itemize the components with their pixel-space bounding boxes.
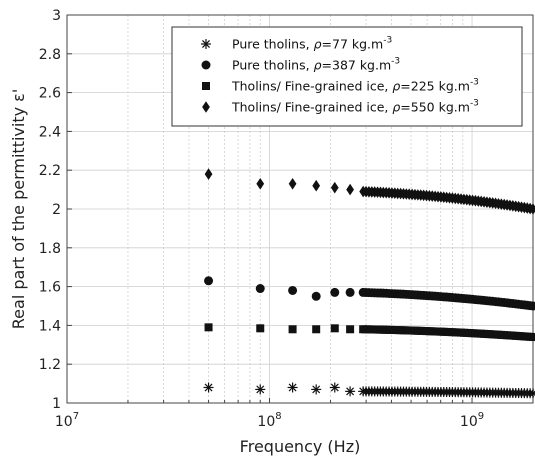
data-point [255,284,265,294]
data-point [528,388,535,399]
x-tick-label: 107 [55,411,79,430]
data-point [288,325,297,334]
y-tick-label: 3 [52,8,61,24]
data-point [312,179,321,192]
series-circle [204,276,535,311]
data-point [312,325,321,334]
y-tick-label: 2.8 [39,47,61,63]
y-tick-label: 1.2 [39,357,61,373]
x-tick-exponent: 8 [275,411,281,422]
y-tick-label: 1.6 [39,280,61,296]
data-point [255,384,266,395]
legend: Pure tholins, ρ=77 kg.m-3 Pure tholins, ρ… [171,26,523,127]
y-tick-label: 1 [52,396,61,412]
data-point [287,382,298,393]
data-point [288,177,297,190]
data-point [345,386,356,397]
y-tick-label: 2.6 [39,86,61,102]
x-tick-exponent: 9 [478,411,484,422]
x-tick-label: 108 [257,411,281,430]
data-point [311,291,321,301]
data-point [204,323,213,332]
data-point [330,181,339,194]
data-point [329,382,340,393]
data-point [204,168,213,180]
legend-entry: Tholins/ Fine-grained ice, ρ=225 kg.m-3 [231,78,479,94]
data-point [345,287,355,297]
data-point [201,60,211,70]
data-point [201,39,211,49]
data-point [346,183,354,196]
y-tick-label: 1.8 [39,241,61,257]
legend-entry: Pure tholins, ρ=387 kg.m-3 [232,57,400,73]
y-tick-label: 2.4 [39,124,61,140]
y-axis-label: Real part of the permittivity ε' [9,89,28,329]
x-axis-label: Frequency (Hz) [240,437,361,456]
series-asterisk [203,382,535,399]
data-point [330,287,340,297]
data-point [204,276,214,286]
y-tick-label: 2 [52,202,61,218]
y-axis: 1 1.2 1.4 1.6 1.8 2 2.2 2.4 2.6 2.8 3 [39,8,72,412]
data-point [256,324,265,333]
series-square [204,323,535,342]
data-point [330,324,339,333]
series-diamond [204,168,535,215]
y-tick-label: 1.4 [39,318,61,334]
x-tick-exponent: 7 [73,411,79,422]
legend-entry: Tholins/ Fine-grained ice, ρ=550 kg.m-3 [231,99,479,115]
data-point [528,301,535,311]
data-point [202,82,210,90]
data-point [202,101,210,113]
data-point [256,177,265,190]
data-point [529,333,535,342]
data-point [203,382,214,393]
data-points [203,168,535,399]
data-point [529,203,535,215]
y-tick-label: 2.2 [39,163,61,179]
legend-entry: Pure tholins, ρ=77 kg.m-3 [232,36,392,52]
data-point [288,285,298,295]
x-tick-label: 109 [460,411,484,430]
legend-box [171,26,523,127]
data-point [346,325,355,334]
data-point [311,384,322,395]
